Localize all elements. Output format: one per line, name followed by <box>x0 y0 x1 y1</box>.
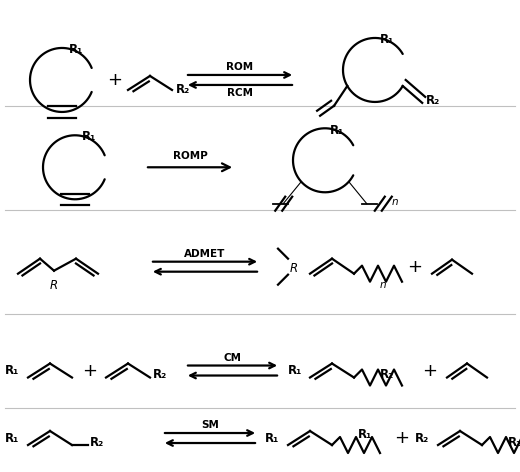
Text: R₁: R₁ <box>69 43 83 56</box>
Text: R₁: R₁ <box>265 431 279 445</box>
Text: R₁: R₁ <box>82 130 96 143</box>
Text: +: + <box>83 362 98 379</box>
Text: R₁: R₁ <box>330 124 344 137</box>
Text: n: n <box>380 280 387 290</box>
Text: SM: SM <box>201 420 219 430</box>
Text: R₁: R₁ <box>288 364 302 377</box>
Text: R₂: R₂ <box>415 431 429 445</box>
Text: ROMP: ROMP <box>173 152 207 161</box>
Text: RCM: RCM <box>227 88 253 98</box>
Text: R₁: R₁ <box>358 428 372 440</box>
Text: R₂: R₂ <box>508 436 520 448</box>
Text: ADMET: ADMET <box>184 249 226 259</box>
Text: R₁: R₁ <box>5 431 19 445</box>
Text: R: R <box>290 262 298 275</box>
Text: R₂: R₂ <box>176 84 190 96</box>
Text: R₁: R₁ <box>5 364 19 377</box>
Text: n: n <box>392 197 398 207</box>
Text: CM: CM <box>224 353 241 362</box>
Text: R₂: R₂ <box>90 436 104 448</box>
Text: R₂: R₂ <box>153 368 167 381</box>
Text: +: + <box>408 258 422 276</box>
Text: R₁: R₁ <box>380 33 394 46</box>
Text: +: + <box>395 429 410 447</box>
Text: +: + <box>422 362 437 379</box>
Text: +: + <box>108 71 123 89</box>
Text: ROM: ROM <box>226 62 254 72</box>
Text: R: R <box>50 278 58 292</box>
Text: R₂: R₂ <box>380 368 394 381</box>
Text: R₂: R₂ <box>426 94 440 107</box>
